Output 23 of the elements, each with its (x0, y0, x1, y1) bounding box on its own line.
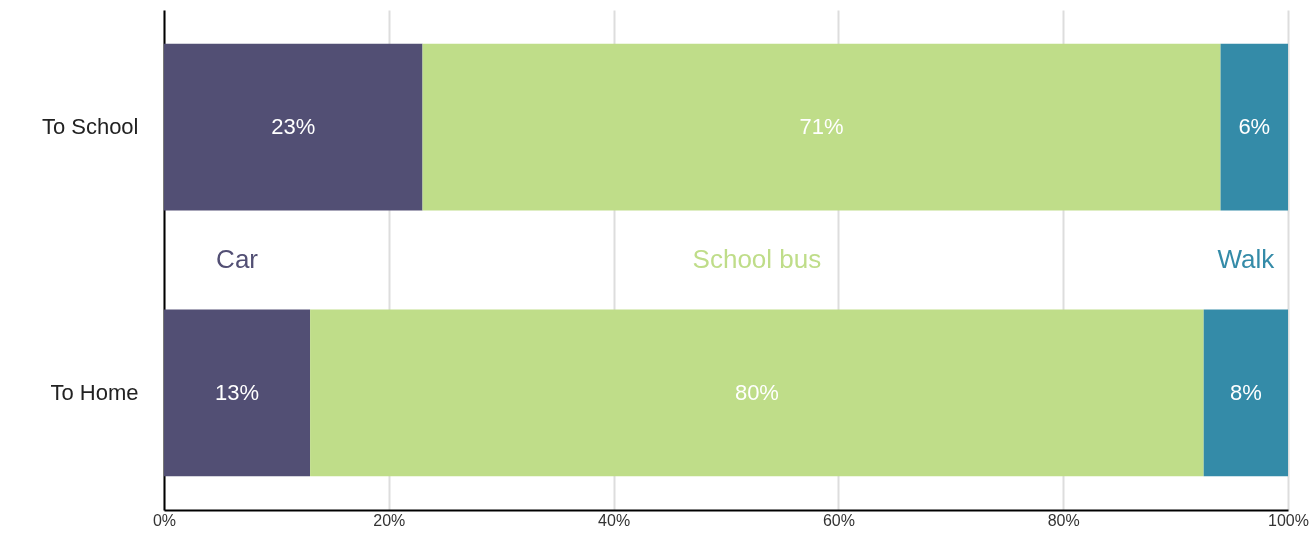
series-label: School bus (692, 244, 822, 274)
bar (164, 309, 311, 477)
bar (1220, 43, 1288, 211)
x-tick-label: 40% (598, 511, 631, 529)
bar (1203, 309, 1288, 477)
data-label: 8% (1229, 379, 1262, 405)
x-tick-label: 20% (373, 511, 406, 529)
bar (422, 43, 1221, 211)
data-label: 80% (734, 379, 779, 405)
series-label: Car (216, 244, 259, 274)
y-tick-label: To Home (50, 379, 139, 405)
bar (164, 43, 423, 211)
x-tick-label: 80% (1047, 511, 1080, 529)
x-tick-label: 60% (822, 511, 855, 529)
data-label: 6% (1238, 114, 1271, 140)
data-label: 23% (271, 114, 316, 140)
bar (310, 309, 1204, 477)
y-tick-label: To School (41, 114, 139, 140)
data-label: 71% (799, 114, 844, 140)
series-label: Walk (1217, 244, 1276, 274)
x-tick-label: 0% (152, 511, 177, 529)
data-label: 13% (215, 379, 260, 405)
x-tick-label: 100% (1268, 511, 1309, 529)
